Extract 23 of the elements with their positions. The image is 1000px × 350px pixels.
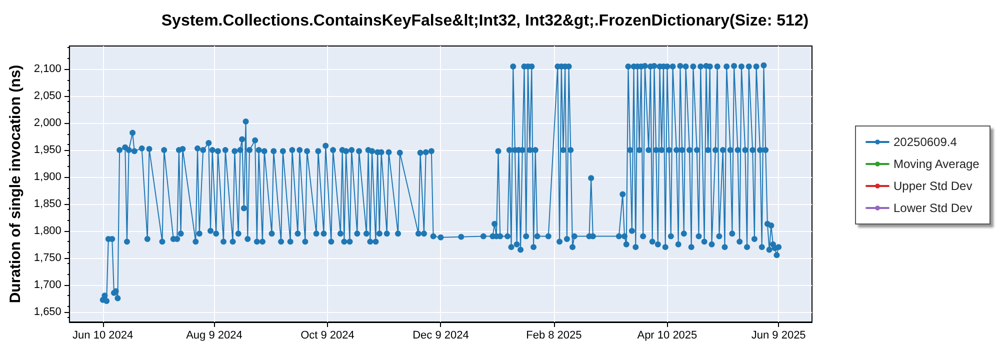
y-tick-label: 1,850 <box>34 198 62 210</box>
y-tick-label: 1,950 <box>34 144 62 156</box>
y-tick-label: 2,100 <box>34 63 62 76</box>
y-tick-label: 1,800 <box>34 224 62 237</box>
x-tick-label: Jun 9 2025 <box>751 330 806 342</box>
y-tick-label: 1,750 <box>34 252 62 264</box>
legend-label: Upper Std Dev <box>894 179 972 193</box>
y-tick-label: 2,050 <box>34 90 62 102</box>
y-tick-label: 1,700 <box>34 278 62 291</box>
y-axis-title: Duration of single invocation (ns) <box>7 64 24 304</box>
chart-title: System.Collections.ContainsKeyFalse&lt;Int32, Int32&gt;.FrozenDictionary(Size: 512) <box>161 12 809 30</box>
x-tick-label: Jun 10 2024 <box>72 330 134 342</box>
legend-label: 20250609.4 <box>894 135 958 149</box>
x-tick-label: Dec 9 2024 <box>412 330 469 342</box>
y-tick-label: 1,650 <box>34 306 62 318</box>
x-tick-label: Apr 10 2025 <box>637 330 698 342</box>
x-tick-label: Oct 9 2024 <box>300 330 354 342</box>
x-tick-label: Feb 8 2025 <box>526 330 582 342</box>
legend-label: Lower Std Dev <box>894 201 972 215</box>
y-tick-label: 1,900 <box>34 170 62 183</box>
x-tick-label: Aug 9 2024 <box>186 330 242 342</box>
legend-label: Moving Average <box>894 157 980 171</box>
y-tick-label: 2,000 <box>34 117 62 130</box>
